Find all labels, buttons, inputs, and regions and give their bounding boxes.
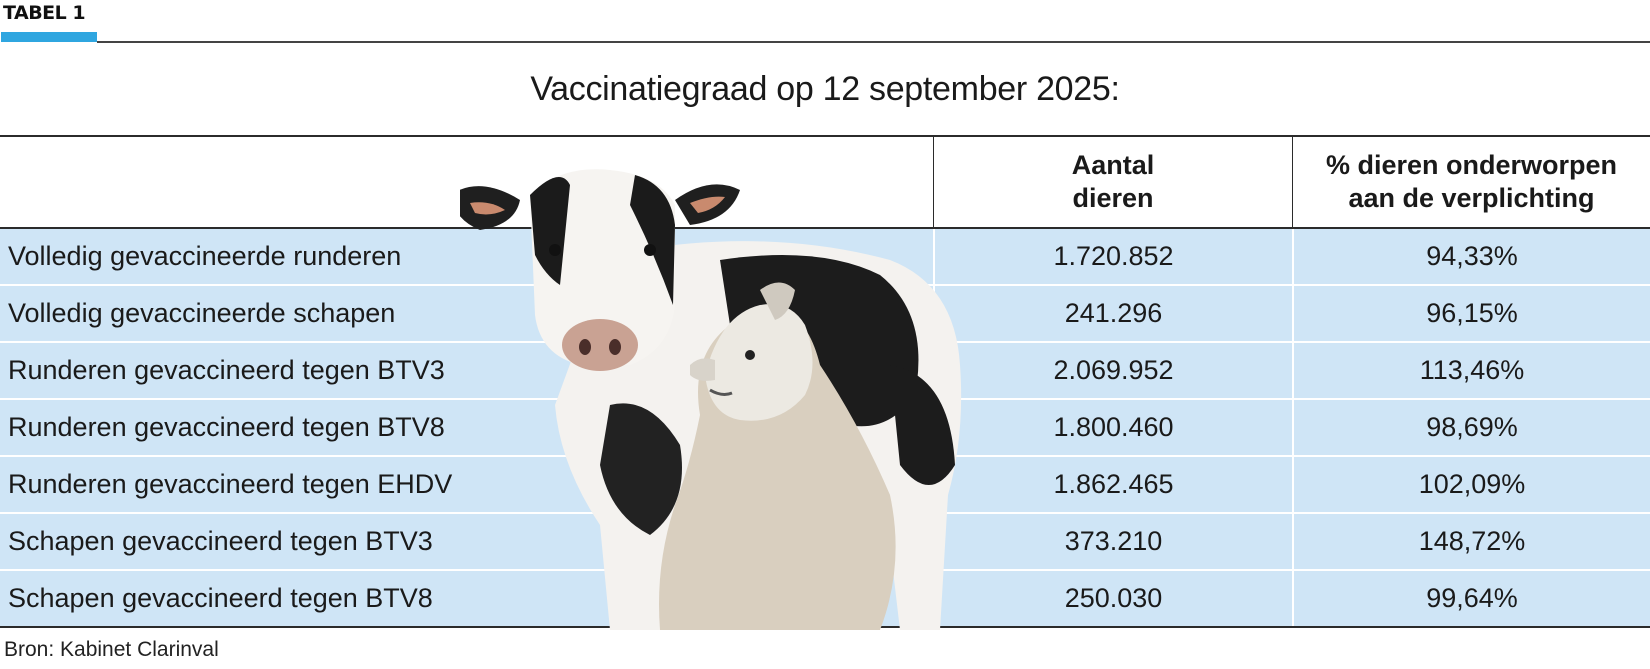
row-count-cell: 250.030 (933, 571, 1292, 626)
row-count-cell: 1.720.852 (933, 229, 1292, 284)
row-label-cell: Runderen gevaccineerd tegen BTV3 (0, 343, 933, 398)
row-pct-cell: 99,64% (1292, 571, 1650, 626)
top-divider (97, 41, 1650, 43)
row-count: 2.069.952 (1053, 355, 1174, 385)
table-tag: TABEL 1 (3, 2, 86, 24)
table-row: Schapen gevaccineerd tegen BTV8 250.030 99… (0, 571, 1650, 628)
table-row: Runderen gevaccineerd tegen BTV3 2.069.95… (0, 343, 1650, 400)
table-row: Runderen gevaccineerd tegen EHDV 1.862.46… (0, 457, 1650, 514)
row-label-cell: Volledig gevaccineerde schapen (0, 286, 933, 341)
row-count: 373.210 (1064, 526, 1163, 556)
table-row: Runderen gevaccineerd tegen BTV8 1.800.46… (0, 400, 1650, 457)
row-count: 241.296 (1064, 298, 1163, 328)
row-label-cell: Runderen gevaccineerd tegen BTV8 (0, 400, 933, 455)
row-pct-cell: 94,33% (1292, 229, 1650, 284)
row-count-cell: 373.210 (933, 514, 1292, 569)
header-count-cell: Aantal dieren (933, 137, 1292, 227)
header-pct-text: % dieren onderworpen aan de verplichting (1325, 150, 1618, 213)
row-label: Schapen gevaccineerd tegen BTV8 (8, 583, 433, 613)
row-percentage: 96,15% (1426, 298, 1518, 328)
row-label-cell: Runderen gevaccineerd tegen EHDV (0, 457, 933, 512)
row-pct-cell: 102,09% (1292, 457, 1650, 512)
row-label: Schapen gevaccineerd tegen BTV3 (8, 526, 433, 556)
row-label: Volledig gevaccineerde schapen (8, 298, 396, 328)
row-count-cell: 1.862.465 (933, 457, 1292, 512)
row-count-cell: 241.296 (933, 286, 1292, 341)
table-row: Schapen gevaccineerd tegen BTV3 373.210 14… (0, 514, 1650, 571)
row-pct-cell: 113,46% (1292, 343, 1650, 398)
source-note: Bron: Kabinet Clarinval (4, 638, 219, 661)
header-pct-cell: % dieren onderworpen aan de verplichting (1292, 137, 1650, 227)
vaccination-table: Aantal dieren % dieren onderworpen aan d… (0, 135, 1650, 630)
row-percentage: 102,09% (1418, 469, 1526, 499)
row-count: 1.720.852 (1053, 241, 1174, 271)
row-label: Runderen gevaccineerd tegen BTV3 (8, 355, 445, 385)
row-count: 250.030 (1064, 583, 1163, 613)
table-title: Vaccinatiegraad op 12 september 2025: (530, 70, 1120, 108)
row-percentage: 99,64% (1426, 583, 1518, 613)
row-count: 1.862.465 (1053, 469, 1174, 499)
row-pct-cell: 98,69% (1292, 400, 1650, 455)
row-percentage: 113,46% (1419, 355, 1525, 385)
row-label: Runderen gevaccineerd tegen BTV8 (8, 412, 445, 442)
row-count: 1.800.460 (1053, 412, 1174, 442)
row-label: Volledig gevaccineerde runderen (8, 241, 402, 271)
row-label-cell: Schapen gevaccineerd tegen BTV3 (0, 514, 933, 569)
row-label: Runderen gevaccineerd tegen EHDV (8, 469, 453, 499)
row-percentage: 148,72% (1418, 526, 1526, 556)
table-row: Volledig gevaccineerde schapen 241.296 96,… (0, 286, 1650, 343)
row-pct-cell: 96,15% (1292, 286, 1650, 341)
row-pct-cell: 148,72% (1292, 514, 1650, 569)
row-percentage: 98,69% (1426, 412, 1518, 442)
row-label-cell: Schapen gevaccineerd tegen BTV8 (0, 571, 933, 626)
row-count-cell: 1.800.460 (933, 400, 1292, 455)
tag-accent-bar (1, 32, 97, 42)
header-count-text: Aantal dieren (1071, 150, 1155, 213)
row-percentage: 94,33% (1426, 241, 1518, 271)
row-count-cell: 2.069.952 (933, 343, 1292, 398)
table-row: Volledig gevaccineerde runderen 1.720.852… (0, 229, 1650, 286)
table-header-row: Aantal dieren % dieren onderworpen aan d… (0, 135, 1650, 229)
header-label-cell (0, 137, 933, 227)
row-label-cell: Volledig gevaccineerde runderen (0, 229, 933, 284)
